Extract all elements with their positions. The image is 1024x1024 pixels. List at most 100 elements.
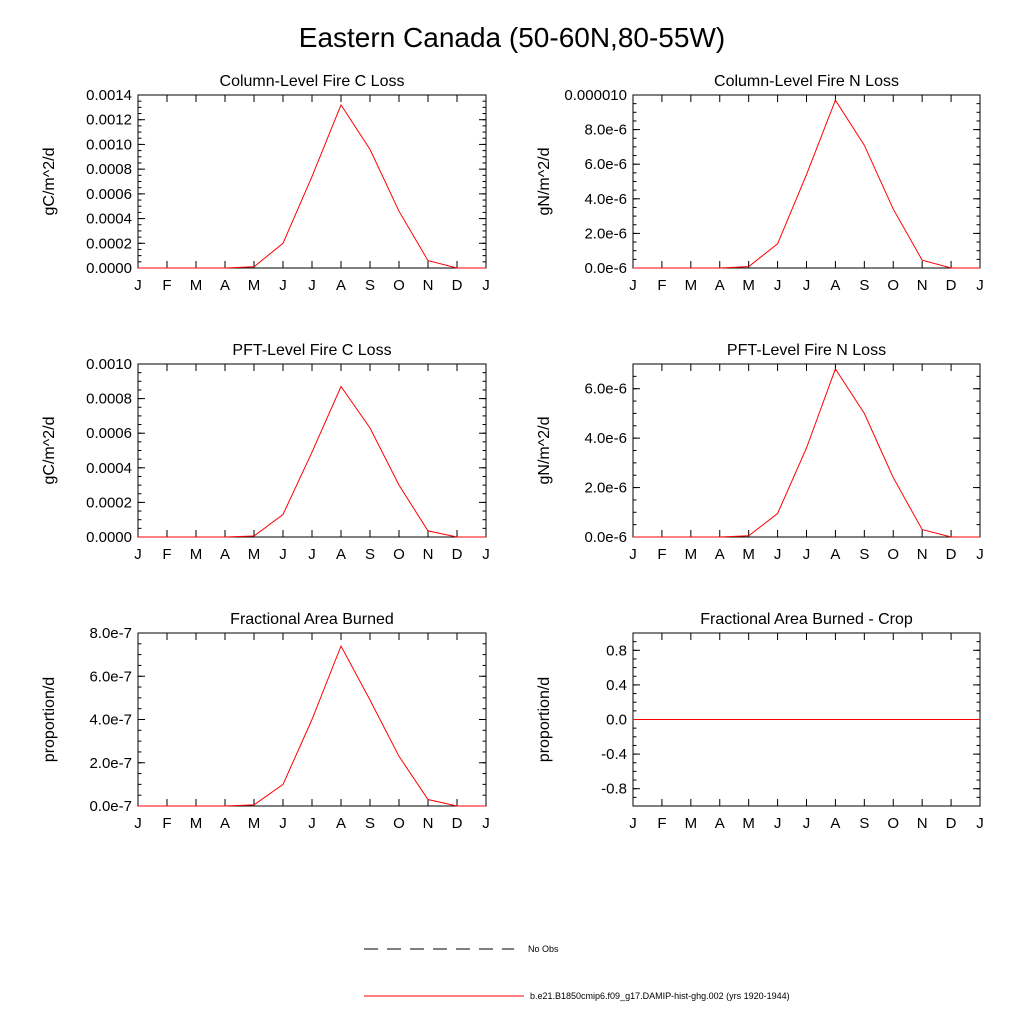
series-line [633, 367, 980, 538]
x-tick-label: N [917, 815, 928, 832]
y-axis-label: gN/m^2/d [536, 417, 553, 485]
x-tick-label: S [365, 815, 375, 832]
x-tick-label: A [336, 277, 346, 294]
x-tick-label: N [423, 546, 434, 563]
y-tick-label: 0.0002 [86, 494, 132, 511]
y-tick-label: 0.0008 [86, 391, 132, 408]
x-tick-label: O [887, 546, 899, 563]
legend-label-model: b.e21.B1850cmip6.f09_g17.DAMIP-hist-ghg.… [530, 991, 790, 1001]
y-tick-label: 0.0000 [86, 529, 132, 546]
plot-frame [137, 94, 487, 269]
x-tick-label: A [336, 546, 346, 563]
y-tick-label: 0.0010 [86, 136, 132, 153]
y-tick-label: 8.0e-7 [89, 625, 132, 642]
plot-frame [632, 363, 981, 538]
x-tick-label: F [657, 815, 666, 832]
x-tick-label: F [162, 277, 171, 294]
x-tick-label: S [859, 546, 869, 563]
x-tick-label: J [976, 546, 984, 563]
x-tick-label: S [365, 277, 375, 294]
x-tick-label: S [859, 277, 869, 294]
legend-label-no-obs: No Obs [528, 944, 559, 954]
y-tick-label: 8.0e-6 [584, 122, 627, 139]
x-tick-label: J [629, 277, 637, 294]
x-tick-label: J [308, 277, 316, 294]
x-tick-label: J [774, 546, 782, 563]
y-tick-label: 0.000010 [564, 87, 627, 104]
chart-title: Column-Level Fire C Loss [220, 73, 405, 90]
x-tick-label: D [946, 277, 957, 294]
y-tick-label: 6.0e-6 [584, 381, 627, 398]
x-tick-label: F [657, 546, 666, 563]
x-tick-label: F [162, 546, 171, 563]
x-tick-label: D [946, 815, 957, 832]
x-tick-label: M [685, 815, 698, 832]
y-tick-label: 0.0004 [86, 211, 132, 228]
x-tick-label: J [774, 815, 782, 832]
x-tick-label: A [715, 815, 725, 832]
y-tick-label: 6.0e-7 [89, 668, 132, 685]
y-tick-label: 0.0014 [86, 87, 132, 104]
x-tick-label: A [715, 277, 725, 294]
y-tick-label: 0.0004 [86, 460, 132, 477]
x-tick-label: N [917, 277, 928, 294]
x-tick-label: D [452, 277, 463, 294]
chart-title: PFT-Level Fire N Loss [727, 342, 886, 359]
y-tick-label: 4.0e-7 [89, 712, 132, 729]
x-tick-label: J [629, 815, 637, 832]
x-tick-label: A [220, 815, 230, 832]
x-tick-label: O [393, 546, 405, 563]
y-tick-label: 0.0e-7 [89, 798, 132, 815]
x-tick-label: S [365, 546, 375, 563]
chart-title: Fractional Area Burned [230, 611, 394, 628]
x-tick-label: O [393, 815, 405, 832]
x-tick-label: J [774, 277, 782, 294]
x-tick-label: O [393, 277, 405, 294]
y-tick-label: 2.0e-7 [89, 755, 132, 772]
chart-title: Column-Level Fire N Loss [714, 73, 899, 90]
x-tick-label: M [742, 546, 755, 563]
x-tick-label: J [482, 815, 490, 832]
y-axis-label: gN/m^2/d [536, 148, 553, 216]
y-tick-label: 0.0012 [86, 112, 132, 129]
series-line [633, 99, 980, 269]
x-tick-label: F [657, 277, 666, 294]
x-tick-label: F [162, 815, 171, 832]
x-tick-label: A [830, 277, 840, 294]
y-tick-label: 0.0002 [86, 235, 132, 252]
y-axis-label: proportion/d [536, 677, 553, 762]
x-tick-label: J [308, 815, 316, 832]
y-tick-label: 0.0008 [86, 161, 132, 178]
x-tick-label: J [134, 815, 142, 832]
y-tick-label: 0.4 [606, 677, 627, 694]
x-tick-label: M [248, 277, 261, 294]
x-tick-label: M [742, 277, 755, 294]
x-tick-label: M [190, 277, 203, 294]
x-tick-label: J [134, 546, 142, 563]
y-tick-label: 4.0e-6 [584, 430, 627, 447]
x-tick-label: N [917, 546, 928, 563]
y-tick-label: 2.0e-6 [584, 480, 627, 497]
y-axis-label: gC/m^2/d [41, 417, 58, 485]
x-tick-label: M [742, 815, 755, 832]
x-tick-label: J [976, 277, 984, 294]
x-tick-label: J [308, 546, 316, 563]
chart-title: PFT-Level Fire C Loss [232, 342, 391, 359]
x-tick-label: M [685, 546, 698, 563]
plot-frame [632, 94, 981, 269]
y-tick-label: 0.0000 [86, 260, 132, 277]
y-axis-label: proportion/d [41, 677, 58, 762]
x-tick-label: A [336, 815, 346, 832]
x-tick-label: J [482, 277, 490, 294]
x-tick-label: N [423, 815, 434, 832]
x-tick-label: J [976, 815, 984, 832]
y-tick-label: 0.0006 [86, 425, 132, 442]
chart-panel-6: Fractional Area Burned - Crop proportion/… [536, 611, 984, 832]
y-tick-label: 6.0e-6 [584, 156, 627, 173]
y-tick-label: 0.0006 [86, 186, 132, 203]
